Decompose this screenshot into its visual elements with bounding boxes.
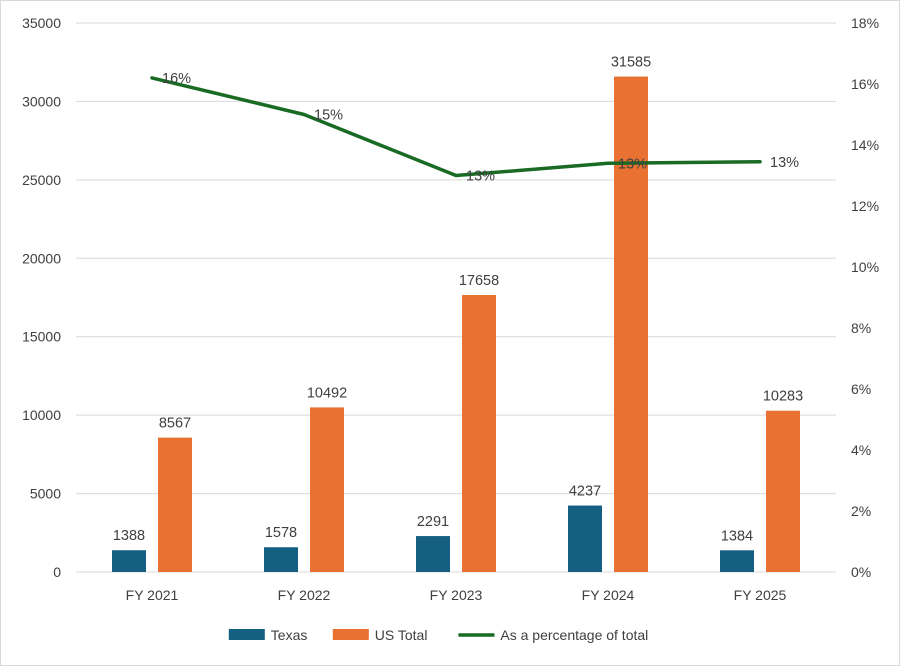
bar-data-label: 10283 <box>763 389 803 405</box>
bar-data-label: 1578 <box>265 525 297 541</box>
bar-texas <box>568 506 602 572</box>
bar-texas <box>416 536 450 572</box>
bar-data-label: 4237 <box>569 484 601 500</box>
bar-data-label: 1388 <box>113 528 145 544</box>
legend-label-texas: Texas <box>271 627 308 643</box>
right-tick-label: 8% <box>851 320 871 336</box>
bar-texas <box>720 550 754 572</box>
right-tick-label: 4% <box>851 442 871 458</box>
line-data-label: 13% <box>466 169 495 185</box>
left-tick-label: 20000 <box>22 250 61 266</box>
bar-data-label: 8567 <box>159 416 191 432</box>
line-series <box>152 78 760 176</box>
data-labels: 1388 1578 2291 4237 1384 8567 10492 17658 31585 1… <box>113 55 803 545</box>
right-tick-label: 14% <box>851 137 879 153</box>
left-tick-label: 30000 <box>22 93 61 109</box>
legend-label-us-total: US Total <box>375 627 428 643</box>
right-tick-label: 10% <box>851 259 879 275</box>
line-data-label: 15% <box>314 108 343 124</box>
bar-data-label: 2291 <box>417 514 449 530</box>
bar-us-total <box>158 438 192 572</box>
bar-data-label: 31585 <box>611 55 651 71</box>
left-tick-label: 0 <box>53 564 61 580</box>
bar-us-total <box>766 411 800 572</box>
line-data-label: 13% <box>770 155 799 171</box>
left-axis-ticks: 0 5000 10000 15000 20000 25000 30000 35000 <box>22 15 61 580</box>
right-tick-label: 18% <box>851 15 879 31</box>
x-tick-label: FY 2023 <box>430 587 483 603</box>
right-tick-label: 0% <box>851 564 871 580</box>
x-axis: FY 2021 FY 2022 FY 2023 FY 2024 FY 2025 <box>126 587 787 603</box>
right-axis-ticks: 0% 2% 4% 6% 8% 10% 12% 14% 16% 18% <box>851 15 879 580</box>
legend-swatch-us-total <box>333 629 369 640</box>
bar-texas <box>264 547 298 572</box>
left-tick-label: 35000 <box>22 15 61 31</box>
x-tick-label: FY 2025 <box>734 587 787 603</box>
bar-us-total <box>310 407 344 572</box>
line-data-label: 16% <box>162 71 191 87</box>
bar-texas <box>112 550 146 572</box>
bar-series <box>112 77 800 572</box>
bar-us-total <box>462 295 496 572</box>
right-tick-label: 2% <box>851 503 871 519</box>
right-tick-label: 16% <box>851 76 879 92</box>
bar-us-total <box>614 77 648 572</box>
legend: Texas US Total As a percentage of total <box>229 627 648 643</box>
left-tick-label: 25000 <box>22 172 61 188</box>
legend-label-as-a-percentage-of-total: As a percentage of total <box>500 627 648 643</box>
bar-data-label: 1384 <box>721 528 753 544</box>
left-tick-label: 5000 <box>30 486 61 502</box>
right-tick-label: 6% <box>851 381 871 397</box>
right-tick-label: 12% <box>851 198 879 214</box>
left-tick-label: 15000 <box>22 329 61 345</box>
left-tick-label: 10000 <box>22 407 61 423</box>
legend-swatch-texas <box>229 629 265 640</box>
line-data-label: 13% <box>618 156 647 172</box>
x-tick-label: FY 2021 <box>126 587 179 603</box>
bar-data-label: 10492 <box>307 385 347 401</box>
x-tick-label: FY 2022 <box>278 587 331 603</box>
x-tick-label: FY 2024 <box>582 587 635 603</box>
bar-data-label: 17658 <box>459 273 499 289</box>
line-percentage-of-total <box>152 78 760 176</box>
